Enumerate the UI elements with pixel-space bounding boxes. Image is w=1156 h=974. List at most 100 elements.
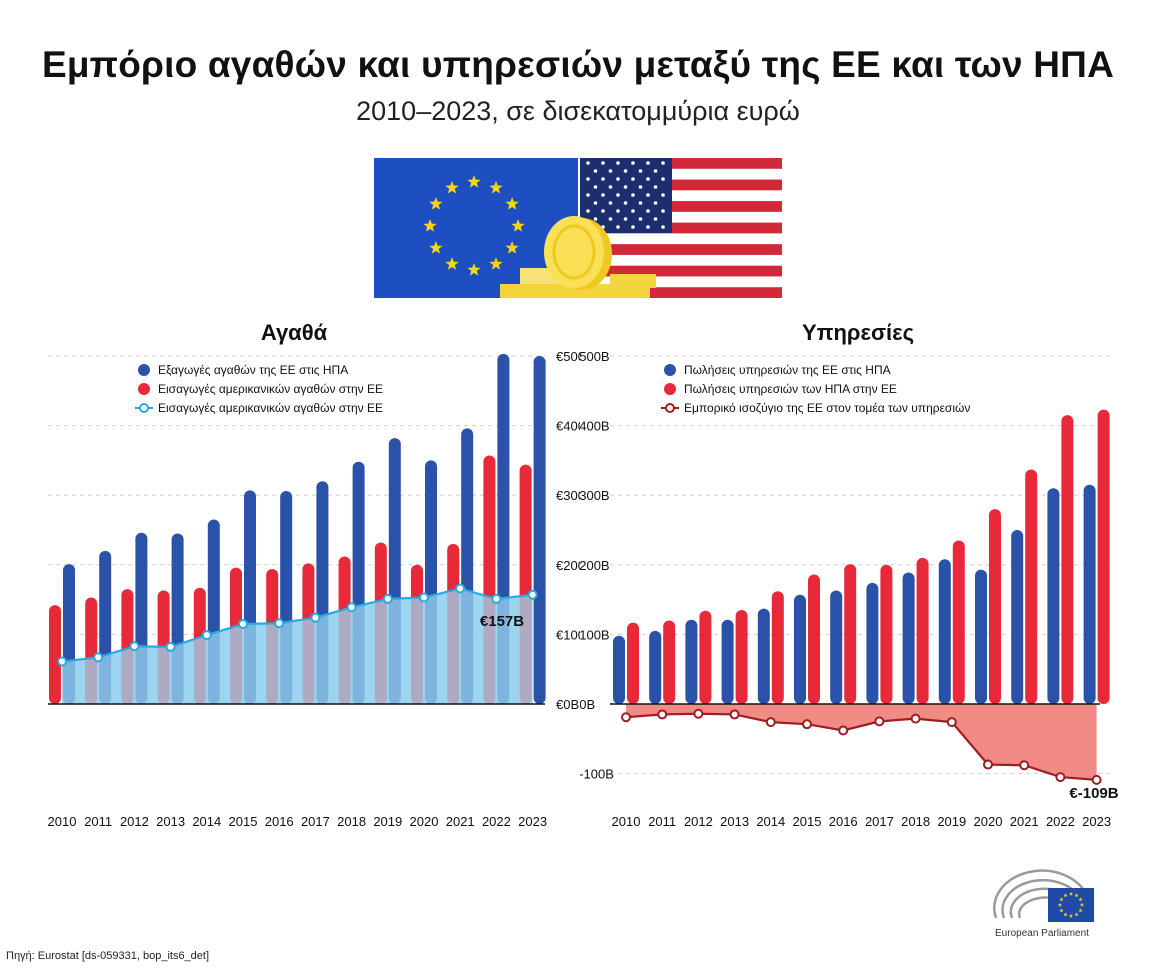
line-point	[657, 709, 668, 720]
x-tick-label: 2022	[482, 814, 511, 829]
legend-swatch	[138, 383, 150, 395]
legend-swatch	[664, 364, 676, 376]
legend-label: Εμπορικό ισοζύγιο της ΕΕ στον τομέα των …	[684, 401, 970, 415]
x-tick-label: 2010	[48, 814, 77, 829]
value-annotation: €-109B	[1069, 785, 1118, 802]
eu-us-flags-illustration	[374, 158, 782, 298]
x-tick-label: 2013	[720, 814, 749, 829]
european-parliament-logo	[993, 869, 1094, 922]
balance-area	[626, 704, 1097, 780]
line-point	[93, 652, 104, 663]
y-tick-label: €0B	[556, 697, 579, 712]
line-point	[527, 589, 538, 600]
line-point	[310, 612, 321, 623]
series-line	[61, 587, 533, 663]
red-bar	[989, 509, 1001, 704]
x-tick-label: 2012	[120, 814, 149, 829]
source-note: Πηγή: Eurostat [ds-059331, bop_its6_det]	[6, 950, 210, 962]
red-bar	[916, 557, 929, 704]
x-tick-label: 2023	[518, 814, 547, 829]
coins-illustration	[500, 216, 656, 298]
imports-area-overlay	[62, 588, 533, 704]
y-tick-label: €300B	[556, 488, 580, 503]
red-bar	[699, 610, 712, 704]
logo-text: European Parliament	[995, 928, 1089, 939]
x-tick-label: 2023	[1082, 814, 1111, 829]
blue-bar	[938, 559, 951, 704]
line-point	[419, 592, 429, 603]
x-tick-label: 2020	[974, 814, 1003, 829]
line-point	[693, 708, 704, 719]
goods-chart: Αγαθά €0B €100B €200B €300B €400B €500B 2010 201…	[48, 320, 580, 829]
y-tick-label: €300B	[580, 488, 610, 503]
legend: Εξαγωγές αγαθών της ΕΕ στις ΗΠΑ Εισαγωγές…	[135, 363, 383, 415]
blue-bar	[721, 619, 734, 704]
blue-bar	[757, 608, 770, 704]
page-title: Εμπόριο αγαθών και υπηρεσιών μεταξύ της …	[41, 44, 1115, 85]
blue-bar	[533, 356, 546, 704]
x-tick-label: 2018	[337, 814, 366, 829]
line-point	[238, 618, 248, 629]
y-tick-label: €100B	[556, 627, 580, 642]
red-bar	[771, 591, 784, 704]
y-tick-label: €200B	[580, 558, 610, 573]
red-bar	[844, 564, 857, 704]
red-bar	[735, 610, 748, 704]
y-tick-label: €500B	[556, 349, 580, 364]
line-point	[874, 716, 885, 727]
blue-bar	[685, 619, 698, 704]
chart-title: Αγαθά	[261, 320, 328, 345]
x-tick-label: 2019	[937, 814, 966, 829]
y-tick-label: €-100B	[580, 767, 614, 782]
us-flag	[580, 158, 782, 298]
line-point	[1019, 760, 1030, 771]
value-annotation: €157B	[480, 613, 524, 630]
x-tick-label: 2018	[901, 814, 930, 829]
services-chart: Υπηρεσίες €-100B €0B €100B €200B €300B €400B €5…	[580, 320, 1119, 829]
legend: Πωλήσεις υπηρεσιών της ΕΕ στις ΗΠΑ Πωλήσε…	[661, 363, 970, 415]
x-tick-label: 2014	[756, 814, 785, 829]
x-tick-label: 2016	[265, 814, 294, 829]
line-point	[765, 717, 776, 728]
eu-stars	[423, 175, 525, 276]
line-point	[57, 656, 67, 667]
line-point	[983, 759, 993, 770]
blue-bar	[794, 594, 806, 704]
x-tick-label: 2010	[612, 814, 641, 829]
x-tick-label: 2016	[829, 814, 858, 829]
x-tick-label: 2021	[446, 814, 475, 829]
y-tick-label: €500B	[580, 349, 610, 364]
blue-bar	[613, 635, 625, 704]
red-bar	[49, 605, 61, 704]
blue-bar	[866, 582, 879, 704]
red-bar	[1025, 469, 1038, 704]
legend-swatch	[138, 364, 150, 376]
y-tick-label: €400B	[580, 419, 610, 434]
line-point	[382, 593, 393, 604]
x-tick-label: 2011	[648, 814, 676, 829]
line-point	[1055, 772, 1066, 783]
x-tick-label: 2021	[1010, 814, 1039, 829]
x-tick-label: 2013	[156, 814, 185, 829]
y-tick-label: €400B	[556, 419, 580, 434]
legend-label: Εισαγωγές αμερικανικών αγαθών στην ΕΕ	[158, 401, 383, 415]
line-point	[910, 713, 921, 724]
line-point	[165, 641, 176, 652]
line-point	[621, 712, 631, 723]
legend-swatch	[139, 403, 149, 413]
x-tick-label: 2015	[229, 814, 258, 829]
y-tick-label: €100B	[580, 627, 610, 642]
line-point	[491, 593, 502, 604]
x-tick-label: 2011	[84, 814, 112, 829]
blue-bar	[649, 630, 662, 704]
x-tick-label: 2012	[684, 814, 713, 829]
y-tick-label: €0B	[580, 697, 595, 712]
blue-bar	[1083, 484, 1096, 704]
red-bar	[1097, 409, 1110, 704]
red-bar	[627, 622, 639, 704]
blue-bar	[1011, 530, 1024, 704]
red-bar	[1061, 415, 1074, 704]
blue-bar	[1047, 488, 1060, 704]
x-tick-label: 2022	[1046, 814, 1075, 829]
legend-label: Εξαγωγές αγαθών της ΕΕ στις ΗΠΑ	[158, 363, 348, 377]
